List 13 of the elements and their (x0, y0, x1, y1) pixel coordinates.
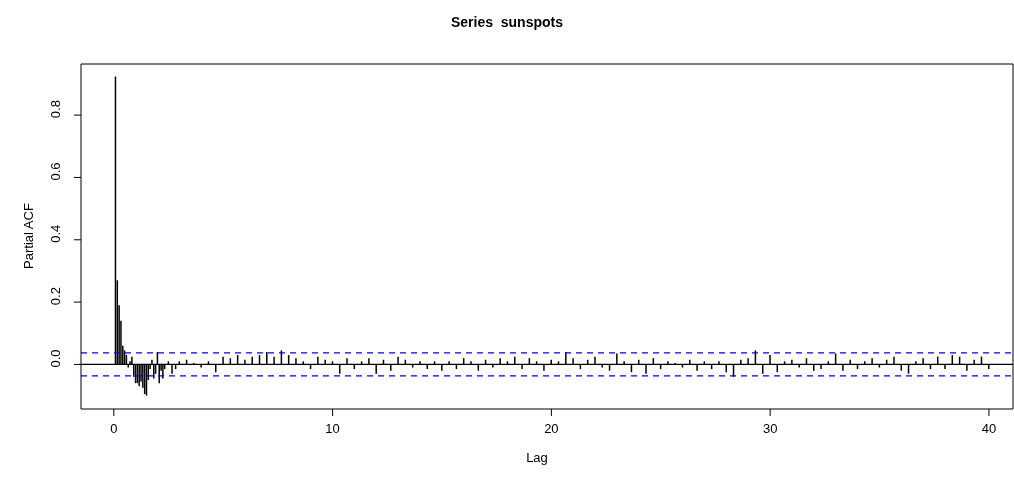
x-tick-label: 30 (762, 421, 778, 437)
y-tick-label: 0.2 (48, 287, 63, 306)
y-tick-label: 0.0 (48, 349, 63, 368)
x-tick-label: 40 (981, 421, 997, 437)
x-axis-title: Lag (525, 450, 549, 465)
x-tick-label: 0 (110, 421, 118, 437)
y-tick-label: 0.8 (48, 100, 63, 119)
y-tick-label: 0.4 (48, 224, 63, 243)
y-tick-label: 0.6 (48, 162, 63, 181)
y-axis-title: Partial ACF (20, 203, 36, 269)
chart-title: Series sunspots (449, 14, 564, 30)
x-tick-label: 10 (325, 421, 340, 437)
x-tick-label: 20 (544, 421, 559, 437)
